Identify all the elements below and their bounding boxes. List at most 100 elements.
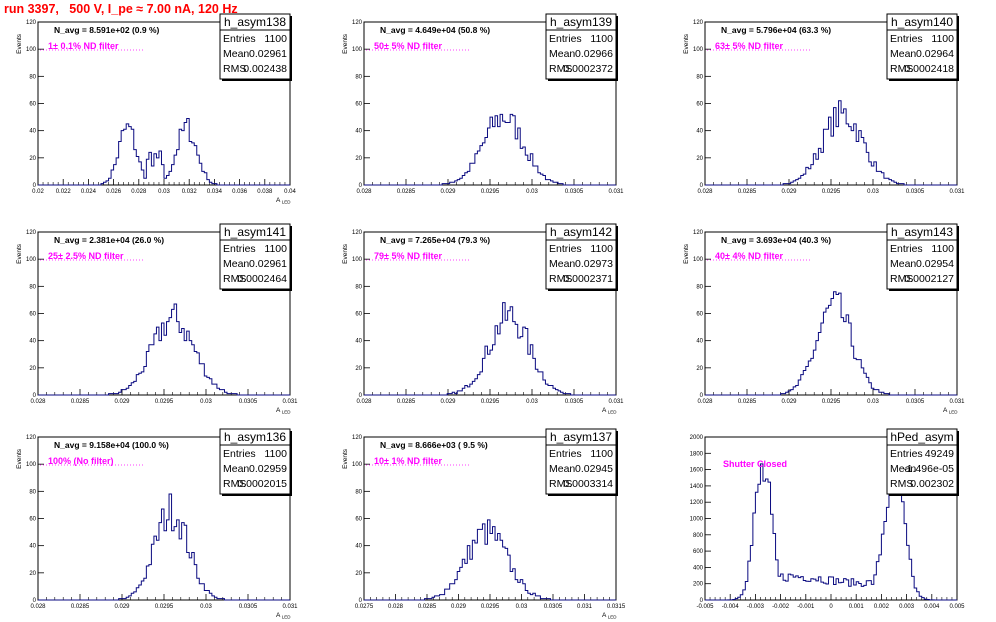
stats-shadow	[957, 431, 959, 496]
x-tick-label: 0.03	[158, 189, 170, 195]
stats-box	[545, 428, 617, 495]
stats-key: Mean	[223, 463, 249, 475]
stats-value: 0.0003314	[563, 478, 613, 490]
stats-key: RMS	[223, 478, 246, 490]
x-tick-label: 0.0305	[239, 399, 258, 405]
stats-value: 1100	[264, 33, 287, 45]
stats-title: h_asym137	[550, 430, 612, 444]
y-tick-label: 0	[33, 393, 37, 399]
x-tick-label: -0.005	[696, 604, 714, 610]
stats-value: 1100	[931, 33, 954, 45]
histogram-series	[38, 493, 290, 601]
stats-shadow	[548, 79, 616, 81]
stats-title: h_asym141	[224, 225, 286, 239]
y-tick-label: 0	[359, 598, 363, 604]
x-tick-label: 0.0285	[397, 399, 416, 405]
y-axis-title: Events	[683, 33, 690, 54]
y-axis-title: Events	[16, 448, 23, 469]
stats-key: Entries	[890, 448, 923, 460]
stats-shadow	[889, 494, 957, 496]
y-tick-label: 40	[29, 339, 36, 345]
x-tick-label: 0.03	[200, 604, 212, 610]
y-axis-title: Events	[16, 243, 23, 264]
y-tick-label: 20	[696, 156, 703, 162]
stats-shadow	[548, 494, 616, 496]
histogram-panel-h_asym142: 0 20 40 60 80 100 120 0.028 0.0285 0.029 0.0295 0.0…	[342, 223, 624, 415]
stats-box	[886, 13, 958, 80]
x-tick-label: 0.028	[30, 399, 46, 405]
x-tick-label: 0.03	[200, 399, 212, 405]
x-tick-label: 0.0285	[397, 189, 416, 195]
y-tick-label: 40	[355, 339, 362, 345]
stats-title: h_asym143	[891, 225, 953, 239]
stats-key: Mean	[890, 48, 916, 60]
x-tick-label: 0.0295	[481, 399, 500, 405]
x-tick-label: 0.029	[781, 399, 797, 405]
x-tick-label: -0.001	[797, 604, 815, 610]
x-tick-label: 0.04	[284, 189, 296, 195]
y-tick-label: 60	[355, 102, 362, 108]
y-tick-label: 60	[355, 517, 362, 523]
stats-box	[219, 223, 291, 290]
filter-note: 79± 5% ND filter	[374, 251, 442, 261]
x-tick-label: 0.0295	[481, 604, 500, 610]
histogram-series	[364, 302, 616, 396]
x-tick-label: 0.004	[924, 604, 940, 610]
stats-box	[219, 428, 291, 495]
y-tick-label: 80	[696, 284, 703, 290]
stats-value: 1100	[590, 243, 613, 255]
stats-key: Entries	[890, 33, 923, 45]
stats-key: Entries	[223, 243, 256, 255]
stats-title: hPed_asym	[890, 430, 953, 444]
x-tick-label: 0.0285	[738, 189, 757, 195]
x-tick-label: 0.028	[356, 189, 372, 195]
stats-value: 0.02961	[249, 48, 287, 60]
stats-title: h_asym139	[550, 15, 612, 29]
y-tick-label: 800	[693, 533, 704, 539]
histogram-panel-h_asym137: 0 20 40 60 80 100 120 0.0275 0.028 0.0285 0.029 0.0…	[342, 428, 626, 620]
x-tick-label: 0.022	[56, 189, 72, 195]
stats-key: Mean	[223, 48, 249, 60]
histogram-panel-h_asym140: 0 20 40 60 80 100 120 0.028 0.0285 0.029 0.0295 0.0…	[683, 13, 965, 195]
y-tick-label: 20	[29, 156, 36, 162]
stats-shadow	[548, 289, 616, 291]
stats-key: RMS	[890, 273, 913, 285]
y-tick-label: 80	[355, 489, 362, 495]
x-tick-label: 0.024	[81, 189, 97, 195]
stats-value: 0.02973	[575, 258, 613, 270]
y-tick-label: 600	[693, 549, 704, 555]
y-tick-label: 0	[33, 598, 37, 604]
y-tick-label: 40	[696, 129, 703, 135]
stats-key: Entries	[890, 243, 923, 255]
y-tick-label: 120	[352, 435, 363, 441]
histogram-series	[705, 100, 957, 186]
x-tick-label: 0.029	[781, 189, 797, 195]
stats-value: 0.02945	[575, 463, 613, 475]
stats-key: Mean	[549, 258, 575, 270]
x-tick-label: 0.0315	[607, 604, 626, 610]
x-tick-label: 0.0285	[71, 604, 90, 610]
x-tick-label: 0.0305	[906, 399, 925, 405]
stats-key: Mean	[549, 48, 575, 60]
x-tick-label: 0.0285	[418, 604, 437, 610]
histogram-panel-h_asym143: 0 20 40 60 80 100 120 0.028 0.0285 0.029 0.0295 0.0…	[683, 223, 965, 415]
stats-box	[545, 13, 617, 80]
x-tick-label: 0.031	[282, 604, 298, 610]
x-tick-label: 0.031	[608, 399, 624, 405]
y-tick-label: 60	[29, 312, 36, 318]
stats-key: Entries	[223, 33, 256, 45]
stats-key: Mean	[549, 463, 575, 475]
x-axis-title: A LED	[602, 612, 617, 620]
stats-value: -1.496e-05	[903, 463, 954, 475]
stats-value: 0.0002418	[904, 63, 954, 75]
y-tick-label: 40	[355, 544, 362, 550]
x-tick-label: 0.034	[207, 189, 223, 195]
x-tick-label: 0.0275	[355, 604, 374, 610]
x-tick-label: 0.001	[849, 604, 865, 610]
x-tick-label: 0.031	[949, 399, 965, 405]
y-tick-label: 60	[696, 312, 703, 318]
stats-key: RMS	[549, 273, 572, 285]
y-tick-label: 40	[29, 129, 36, 135]
y-tick-label: 100	[693, 257, 704, 263]
stats-key: RMS	[890, 63, 913, 75]
